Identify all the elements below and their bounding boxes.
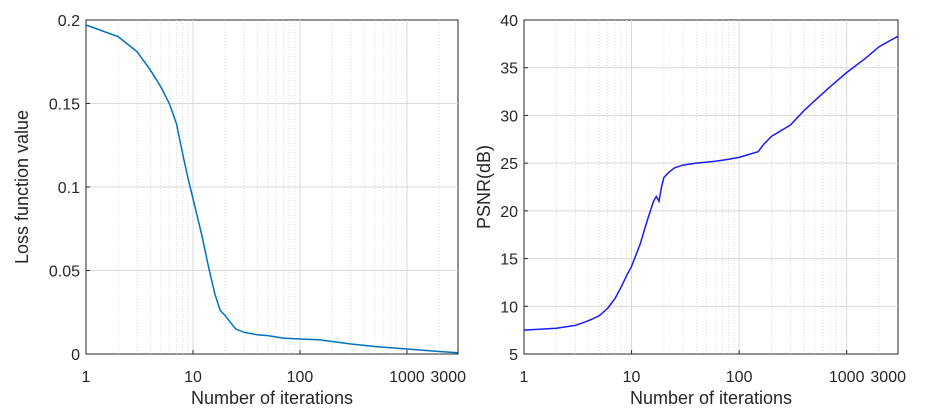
- psnr-grid: [524, 20, 898, 354]
- x-tick-label: 1: [520, 369, 529, 386]
- x-tick-label: 1: [82, 369, 91, 386]
- y-tick-label: 0.2: [58, 13, 80, 30]
- y-tick-label: 0.05: [49, 264, 80, 281]
- loss-ticks: 1 10 100 1000 3000 0 0.05 0.1 0.15 0.2: [49, 13, 466, 386]
- x-tick-label: 3000: [870, 369, 906, 386]
- loss-grid: [86, 20, 458, 354]
- y-tick-label: 10: [500, 299, 518, 316]
- y-tick-label: 5: [509, 347, 518, 364]
- x-tick-label: 1000: [829, 369, 865, 386]
- x-tick-label: 100: [287, 369, 314, 386]
- y-tick-label: 25: [500, 156, 518, 173]
- loss-series-line: [85, 24, 459, 354]
- x-tick-label: 10: [184, 369, 202, 386]
- loss-x-axis-label: Number of iterations: [191, 388, 353, 408]
- x-tick-label: 3000: [430, 369, 466, 386]
- loss-chart: 1 10 100 1000 3000 0 0.05 0.1 0.15 0.2 Number of …: [12, 13, 466, 408]
- psnr-chart: 1 10 100 1000 3000 5 10 15 20 25 30 35 40 Number of …: [474, 13, 906, 408]
- x-tick-label: 1000: [389, 369, 425, 386]
- psnr-plot-area: [523, 19, 899, 355]
- loss-y-axis-label: Loss function value: [12, 110, 32, 264]
- y-tick-label: 15: [500, 252, 518, 269]
- psnr-x-axis-label: Number of iterations: [630, 388, 792, 408]
- y-tick-label: 35: [500, 61, 518, 78]
- x-tick-label: 100: [726, 369, 753, 386]
- y-tick-label: 0.1: [58, 180, 80, 197]
- psnr-series-line: [523, 35, 899, 331]
- psnr-y-axis-label: PSNR(dB): [474, 145, 494, 229]
- psnr-ticks: 1 10 100 1000 3000 5 10 15 20 25 30 35 40: [500, 13, 906, 386]
- y-tick-label: 20: [500, 204, 518, 221]
- y-tick-label: 40: [500, 13, 518, 30]
- y-tick-label: 0.15: [49, 97, 80, 114]
- y-tick-label: 0: [71, 347, 80, 364]
- y-tick-label: 30: [500, 108, 518, 125]
- x-tick-label: 10: [623, 369, 641, 386]
